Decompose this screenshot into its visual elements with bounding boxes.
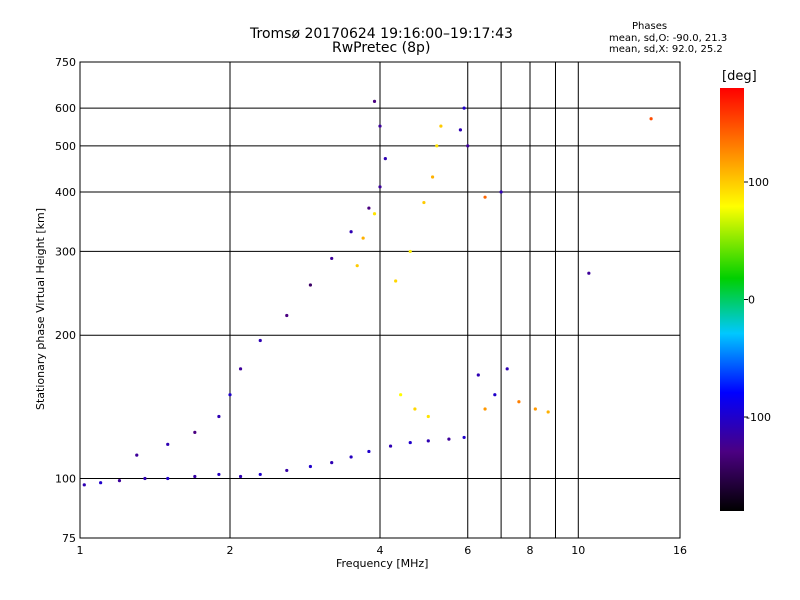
data-point — [399, 393, 403, 397]
data-point — [462, 106, 466, 110]
data-point — [483, 407, 487, 411]
data-point — [193, 430, 197, 434]
data-point — [308, 464, 313, 469]
data-point — [422, 200, 426, 205]
data-point — [166, 442, 170, 446]
data-point — [193, 474, 197, 479]
data-point — [426, 414, 430, 419]
colorbar — [720, 88, 744, 511]
data-point — [117, 479, 122, 483]
data-point — [483, 195, 487, 199]
y-tick-label: 400 — [55, 186, 76, 199]
colorbar-tick-label: 0 — [748, 294, 755, 307]
data-point — [499, 190, 503, 194]
data-point — [228, 393, 232, 397]
data-point — [135, 453, 139, 457]
data-point — [378, 185, 382, 189]
data-point — [330, 256, 334, 261]
data-point — [330, 461, 334, 465]
y-tick-label: 200 — [55, 329, 76, 342]
x-axis-label: Frequency [MHz] — [336, 557, 429, 570]
data-point — [372, 99, 377, 103]
data-point — [285, 468, 289, 473]
y-tick-label: 600 — [55, 102, 76, 115]
data-point — [285, 313, 289, 318]
data-point — [349, 455, 353, 459]
y-tick-label: 100 — [55, 473, 76, 486]
data-point — [308, 283, 313, 287]
data-point — [166, 476, 170, 481]
data-point — [458, 128, 463, 132]
data-point — [383, 157, 387, 161]
colorbar-tick-label: 100 — [748, 176, 769, 189]
x-tick-label: 16 — [673, 544, 687, 557]
data-point — [517, 400, 521, 404]
data-point — [367, 449, 371, 454]
data-point — [466, 144, 470, 148]
colorbar-label: [deg] — [722, 69, 757, 84]
data-point — [238, 474, 243, 479]
x-tick-label: 4 — [377, 544, 384, 557]
data-point — [372, 212, 377, 216]
data-point — [493, 393, 497, 397]
data-point — [408, 440, 412, 445]
data-point — [439, 124, 443, 128]
data-point — [447, 437, 451, 441]
data-point — [99, 481, 103, 485]
data-point — [258, 338, 262, 343]
legend-x-mode: mean, sd,X: 92.0, 25.2 — [609, 44, 723, 55]
data-point — [587, 271, 591, 275]
data-point — [476, 373, 480, 377]
data-point — [394, 279, 398, 283]
data-point — [462, 435, 466, 440]
data-point — [355, 264, 359, 268]
data-point — [361, 236, 365, 240]
data-point — [408, 249, 412, 254]
data-point — [238, 367, 243, 371]
data-point — [546, 410, 550, 414]
data-point — [435, 144, 439, 148]
x-tick-label: 10 — [571, 544, 585, 557]
x-tick-label: 6 — [464, 544, 471, 557]
plot-frame — [79, 61, 681, 539]
y-tick-label: 750 — [55, 56, 76, 69]
data-point — [649, 117, 653, 121]
data-point — [426, 439, 430, 443]
y-tick-label: 300 — [55, 245, 76, 258]
x-tick-label: 2 — [227, 544, 234, 557]
legend-title: Phases — [632, 21, 668, 32]
data-point — [143, 476, 147, 481]
chart-title: Tromsø 20170624 19:16:00–19:17:43 — [250, 26, 513, 42]
data-point — [430, 175, 435, 179]
legend-o-mode: mean, sd,O: -90.0, 21.3 — [609, 33, 728, 44]
chart-subtitle: RwPretec (8p) — [332, 40, 431, 56]
colorbar-tick-label: -100 — [746, 411, 771, 424]
x-tick-label: 1 — [77, 544, 84, 557]
x-tick-label: 8 — [527, 544, 534, 557]
data-point — [217, 472, 221, 477]
data-point — [217, 414, 221, 419]
data-point — [533, 407, 537, 411]
data-point — [378, 124, 382, 128]
data-point — [349, 230, 353, 234]
y-tick-label: 75 — [62, 532, 76, 545]
data-point — [82, 483, 86, 487]
data-point — [367, 206, 371, 210]
data-point — [505, 367, 509, 371]
y-tick-label: 500 — [55, 140, 76, 153]
data-point — [258, 472, 262, 477]
data-point — [388, 444, 393, 448]
data-point — [413, 407, 417, 411]
